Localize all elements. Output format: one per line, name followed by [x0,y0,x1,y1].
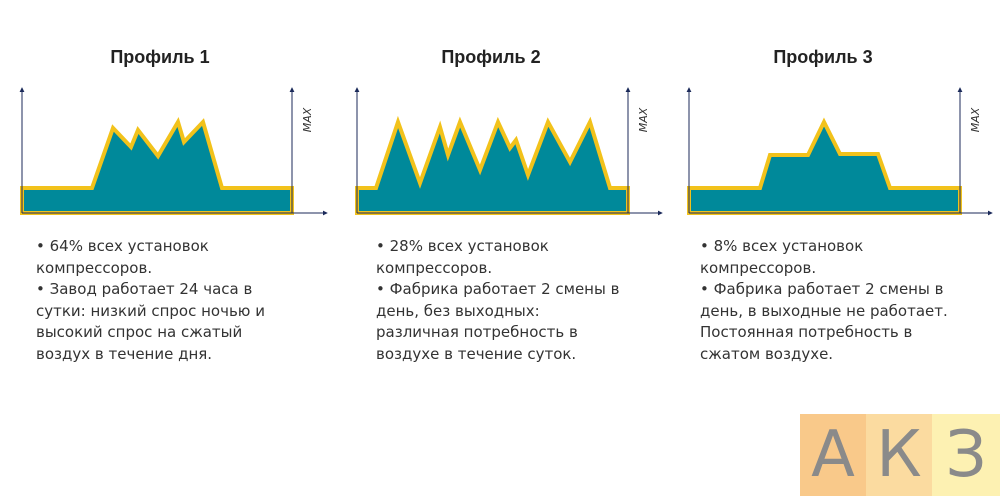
profile-3: Профиль 3 MAX [686,47,993,216]
profile-text: • 64% всех установок компрессоров. • Зав… [36,236,286,365]
profile-1: Профиль 1 MAX [19,47,328,216]
profile-title: Профиль 3 [773,47,872,67]
bullet: • 64% всех установок компрессоров. [36,237,209,277]
bullet: • Фабрика работает 2 смены в день, без в… [376,280,620,363]
logo-letter: К [866,414,932,496]
profile-text: • 8% всех установок компрессоров. • Фабр… [700,236,950,365]
max-label: MAX [637,107,650,132]
profile-title: Профиль 2 [441,47,540,67]
profile-2: Профиль 2 MAX [354,47,663,216]
bullet: • Завод работает 24 часа в сутки: низкий… [36,280,265,363]
demand-curve [687,117,962,215]
max-label: MAX [969,107,982,132]
max-label: MAX [301,107,314,132]
logo-letter: А [800,414,866,496]
profile-title: Профиль 1 [110,47,209,67]
bullet: • 8% всех установок компрессоров. [700,237,864,277]
logo-letter: З [932,414,1000,496]
bullet: • 28% всех установок компрессоров. [376,237,549,277]
profile-text: • 28% всех установок компрессоров. • Фаб… [376,236,626,365]
bullet: • Фабрика работает 2 смены в день, в вых… [700,280,948,363]
demand-curve [20,117,294,215]
demand-curve [355,115,630,215]
